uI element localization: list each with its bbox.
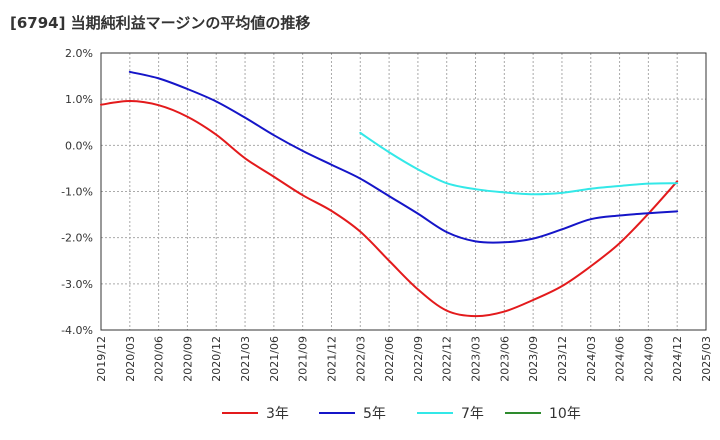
legend-item: 10年 [505, 400, 581, 426]
y-tick-label: -1.0% [61, 186, 93, 199]
legend-item: 7年 [417, 400, 484, 426]
legend-label: 7年 [461, 406, 484, 422]
legend-label: 5年 [363, 406, 386, 422]
legend-swatch [222, 412, 258, 414]
x-tick-label: 2023/09 [527, 336, 540, 382]
x-tick-label: 2024/06 [614, 336, 627, 382]
x-tick-label: 2021/06 [268, 336, 281, 382]
legend-item: 5年 [319, 400, 386, 426]
legend-label: 10年 [549, 406, 581, 422]
legend-swatch [417, 412, 453, 414]
x-tick-label: 2025/03 [700, 336, 713, 382]
x-tick-label: 2022/09 [412, 336, 425, 382]
y-tick-label: -2.0% [61, 232, 93, 245]
x-tick-label: 2021/12 [325, 336, 338, 382]
y-tick-label: 2.0% [65, 47, 93, 60]
y-tick-label: -3.0% [61, 278, 93, 291]
x-tick-label: 2022/06 [383, 336, 396, 382]
x-tick-label: 2021/09 [297, 336, 310, 382]
x-tick-label: 2020/09 [181, 336, 194, 382]
x-tick-label: 2023/03 [470, 336, 483, 382]
y-tick-label: 1.0% [65, 93, 93, 106]
x-tick-label: 2020/12 [210, 336, 223, 382]
x-tick-label: 2019/12 [95, 336, 108, 382]
plot-area [101, 53, 706, 330]
legend-label: 3年 [266, 406, 289, 422]
x-tick-label: 2023/06 [498, 336, 511, 382]
plot-frame [100, 52, 707, 331]
x-tick-label: 2020/03 [124, 336, 137, 382]
series-line-3 [359, 131, 679, 196]
y-tick-label: -4.0% [61, 324, 93, 337]
chart-legend: 3年 5年 7年 10年 [0, 400, 720, 426]
y-tick-label: 0.0% [65, 139, 93, 152]
x-tick-label: 2023/12 [556, 336, 569, 382]
x-tick-label: 2024/12 [671, 336, 684, 382]
x-tick-label: 2024/03 [585, 336, 598, 382]
chart-title: [6794] 当期純利益マージンの平均値の推移 [10, 14, 311, 32]
x-tick-label: 2024/09 [642, 336, 655, 382]
legend-swatch [505, 412, 541, 414]
legend-swatch [319, 412, 355, 414]
x-tick-label: 2020/06 [153, 336, 166, 382]
x-tick-label: 2022/03 [354, 336, 367, 382]
legend-item: 3年 [222, 400, 289, 426]
x-tick-label: 2021/03 [239, 336, 252, 382]
series-line-1 [100, 100, 679, 318]
series-line-2 [128, 70, 679, 244]
x-tick-label: 2022/12 [441, 336, 454, 382]
